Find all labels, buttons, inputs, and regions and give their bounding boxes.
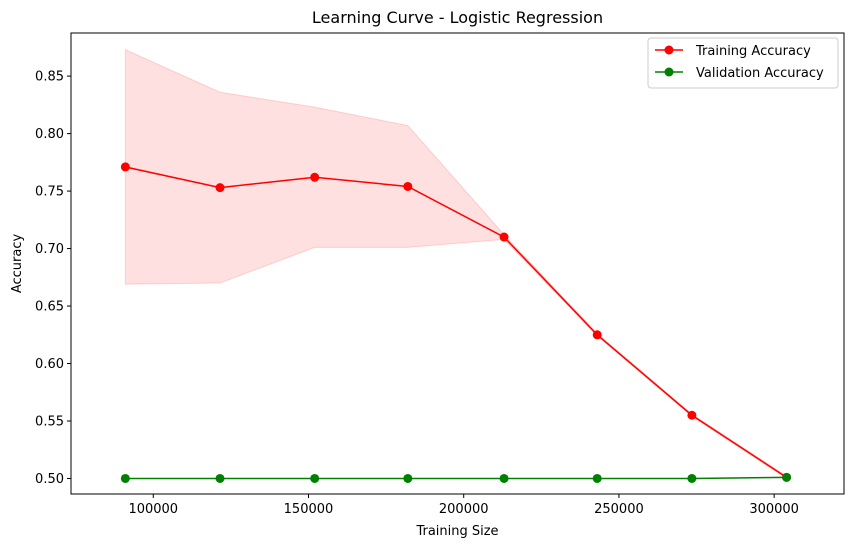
legend-label-validation: Validation Accuracy <box>696 66 824 81</box>
series-0-point <box>499 232 509 242</box>
legend-marker-training <box>664 45 674 55</box>
y-tick-label: 0.70 <box>35 242 64 257</box>
axes: 100000 150000 200000 250000 300000 0.50 0.55 0.… <box>35 70 799 517</box>
y-tick-label: 0.80 <box>35 127 64 142</box>
series-1-point <box>782 472 792 482</box>
legend: Training Accuracy Validation Accuracy <box>647 37 839 89</box>
plot-frame <box>70 32 845 495</box>
legend-box <box>647 37 839 89</box>
x-tick-label: 200000 <box>439 502 489 517</box>
series-1-point <box>687 473 697 483</box>
x-tick-label: 300000 <box>749 502 799 517</box>
series-1-point <box>310 473 320 483</box>
x-tick-label: 250000 <box>594 502 644 517</box>
y-tick-label: 0.55 <box>35 414 64 429</box>
y-tick-label: 0.60 <box>35 357 64 372</box>
series-1-line <box>125 476 787 480</box>
series-1-point <box>592 473 602 483</box>
chart-title: Learning Curve - Logistic Regression <box>312 8 603 27</box>
series-0-point <box>120 162 130 172</box>
y-tick-label: 0.75 <box>35 185 64 200</box>
series-0-band <box>124 48 788 480</box>
series-0-line <box>125 166 787 478</box>
series-0-point <box>592 330 602 340</box>
series-0-point <box>687 410 697 420</box>
series-0-point <box>310 172 320 182</box>
series-1-point <box>215 473 225 483</box>
legend-marker-validation <box>664 67 674 77</box>
x-tick-label: 100000 <box>128 502 178 517</box>
series-0-point <box>403 181 413 191</box>
series-1-point <box>120 473 130 483</box>
series-0-point <box>215 183 225 193</box>
y-tick-label: 0.85 <box>35 70 64 85</box>
series-1-point <box>499 473 509 483</box>
y-tick-label: 0.50 <box>35 472 64 487</box>
x-tick-label: 150000 <box>284 502 334 517</box>
series-1-point <box>403 473 413 483</box>
x-axis-label: Training Size <box>415 524 498 539</box>
y-axis-label: Accuracy <box>10 234 25 294</box>
plot-area <box>120 48 792 483</box>
legend-label-training: Training Accuracy <box>695 44 811 59</box>
y-tick-label: 0.65 <box>35 300 64 315</box>
